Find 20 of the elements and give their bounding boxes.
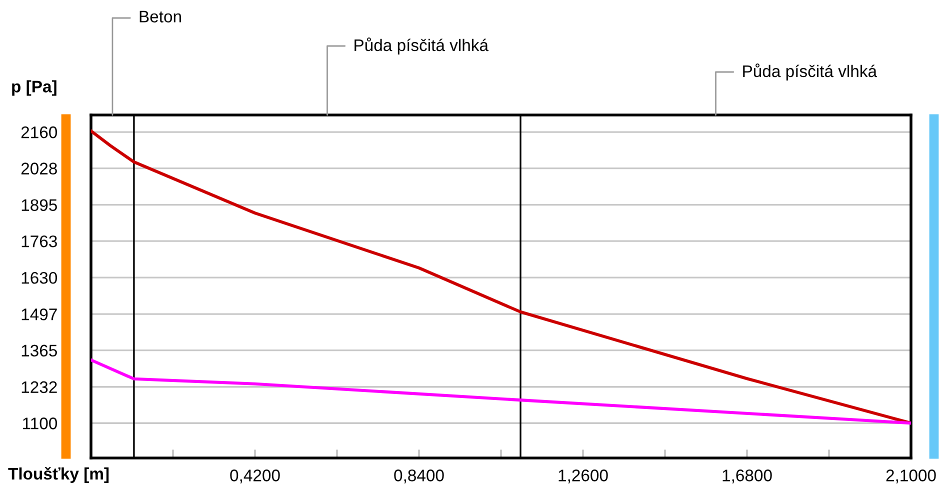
y-tick-label: 1232 — [22, 381, 57, 394]
text: Půda písčitá vlhká — [743, 64, 878, 80]
y-tick-label: 1630 — [22, 272, 58, 284]
x-tick-label: 0,4200 — [230, 470, 280, 484]
line-series — [91, 358, 911, 425]
y-tick-label: 2160 — [21, 126, 58, 138]
x-axis-title: Tloušťky [m] — [8, 467, 109, 483]
y-tick-label: 1895 — [22, 199, 57, 212]
x-tick-label: 2,1000 — [886, 470, 936, 484]
y-tick-label: 2028 — [21, 162, 57, 174]
y-tick-label: 1100 — [23, 418, 58, 430]
y-axis-title: p [Pa] — [12, 80, 56, 96]
y-tick-label: 1497 — [22, 308, 57, 320]
x-tick-label: 0,8400 — [394, 470, 444, 484]
x-tick-label: 1,2600 — [558, 470, 608, 484]
y-tick-label: 1365 — [22, 344, 57, 357]
y-tick-label: 1763 — [22, 235, 57, 248]
x-tick-label: 1,6800 — [722, 470, 772, 484]
text: Beton — [140, 10, 181, 22]
text: Půda písčitá vlhká — [354, 38, 488, 54]
